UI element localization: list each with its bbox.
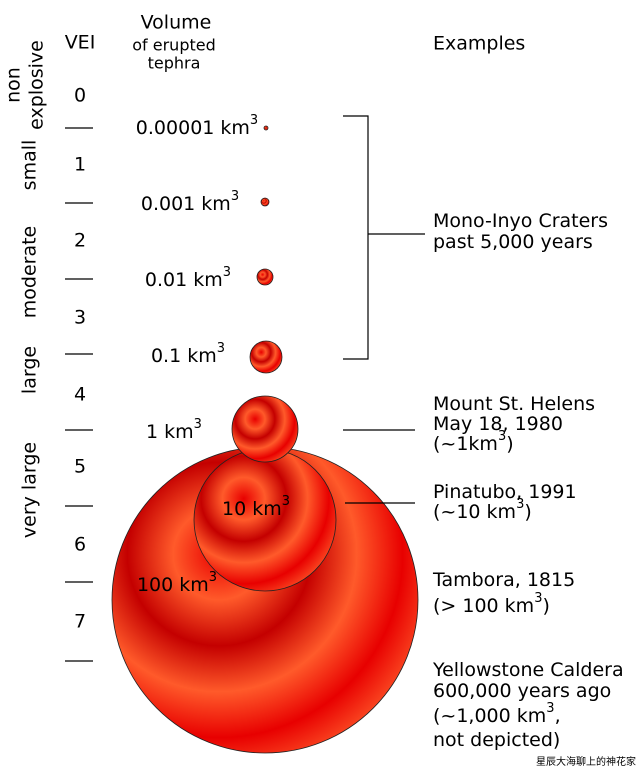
text-segment: ): [542, 595, 549, 617]
watermark: 星辰大海聊上的神花家: [536, 755, 636, 768]
text-segment: (> 100 km: [433, 595, 534, 617]
text-segment: (~10 km: [433, 501, 516, 523]
volume-header: tephra: [148, 54, 201, 73]
circle-0.01: [256, 268, 274, 286]
text-segment: 10 km: [222, 498, 282, 520]
vei-header: VEI: [65, 32, 96, 54]
text-segment: 1 km: [146, 421, 194, 443]
text-segment: May 18, 1980: [433, 413, 563, 435]
volume-label: 0.1 km3: [151, 341, 225, 367]
explosivity-label: explosive: [26, 40, 48, 130]
example-text: (> 100 km3): [433, 591, 550, 617]
text-segment: Yellowstone Caldera: [432, 659, 624, 681]
superscript: 3: [282, 494, 290, 509]
volume-label: 1 km3: [146, 417, 202, 443]
text-segment: Pinatubo, 1991: [433, 481, 577, 503]
text-segment: 0.00001 km: [136, 117, 250, 139]
volume-header: of erupted: [132, 36, 216, 55]
connectors: [343, 115, 425, 504]
example-text: May 18, 1980: [433, 413, 563, 435]
example-text: (~1,000 km3,: [433, 701, 561, 727]
example-text: (~1km3): [433, 429, 514, 455]
text-segment: ,: [555, 705, 561, 727]
example-text: Yellowstone Caldera: [432, 659, 624, 681]
vei-level: 1: [74, 154, 86, 176]
superscript: 3: [231, 189, 239, 204]
superscript: 3: [546, 701, 554, 716]
example-text: Pinatubo, 1991: [433, 481, 577, 503]
superscript: 3: [250, 113, 258, 128]
volume-label: 0.001 km3: [141, 189, 239, 215]
vei-level: 7: [74, 611, 86, 633]
text-segment: ): [524, 501, 531, 523]
text-segment: (~1km: [433, 433, 498, 455]
circle-0.00001: [263, 125, 269, 131]
volume-label: 0.01 km3: [145, 265, 231, 291]
circle-1: [231, 395, 299, 463]
circle-0.001: [260, 197, 270, 207]
volume-label: 100 km3: [137, 570, 217, 596]
volume-label: 0.00001 km3: [136, 113, 258, 139]
circle-0.1: [249, 340, 283, 374]
text-segment: (~1,000 km: [433, 705, 546, 727]
example-text: 600,000 years ago: [433, 680, 611, 702]
text-segment: 600,000 years ago: [433, 680, 611, 702]
text-segment: ): [506, 433, 513, 455]
vei-level: 5: [74, 456, 86, 478]
text-segment: Mono-Inyo Craters: [433, 210, 608, 232]
example-text: Mount St. Helens: [433, 393, 595, 415]
superscript: 3: [534, 591, 542, 606]
superscript: 3: [498, 429, 506, 444]
text-segment: 100 km: [137, 574, 209, 596]
vei-level: 2: [74, 230, 86, 252]
example-text: not depicted): [433, 729, 560, 751]
eruption-circles: [111, 125, 419, 754]
explosivity-label: non: [3, 67, 25, 103]
vei-level: 4: [74, 384, 86, 406]
explosivity-label: moderate: [19, 226, 41, 318]
superscript: 3: [516, 497, 524, 512]
examples-header: Examples: [433, 33, 525, 55]
vei-level: 0: [74, 85, 86, 107]
text-segment: 0.1 km: [151, 345, 217, 367]
example-text: Tambora, 1815: [432, 569, 575, 591]
volume-label: 10 km3: [222, 494, 290, 520]
superscript: 3: [217, 341, 225, 356]
text-segment: past 5,000 years: [433, 231, 593, 253]
explosivity-label: very large: [19, 442, 41, 538]
example-text: Mono-Inyo Craters: [433, 210, 608, 232]
text-segment: Mount St. Helens: [433, 393, 595, 415]
text-segment: 0.001 km: [141, 193, 231, 215]
vei-level: 3: [74, 307, 86, 329]
text-segment: not depicted): [433, 729, 560, 751]
text-segment: 0.01 km: [145, 269, 223, 291]
superscript: 3: [209, 570, 217, 585]
vei-level: 6: [74, 534, 86, 556]
volume-header: Volume: [141, 12, 212, 34]
superscript: 3: [194, 417, 202, 432]
text-segment: Tambora, 1815: [432, 569, 575, 591]
superscript: 3: [223, 265, 231, 280]
bracket: [343, 115, 425, 360]
example-text: past 5,000 years: [433, 231, 593, 253]
example-text: (~10 km3): [433, 497, 532, 523]
explosivity-label: small: [19, 140, 41, 191]
explosivity-label: large: [19, 346, 41, 394]
